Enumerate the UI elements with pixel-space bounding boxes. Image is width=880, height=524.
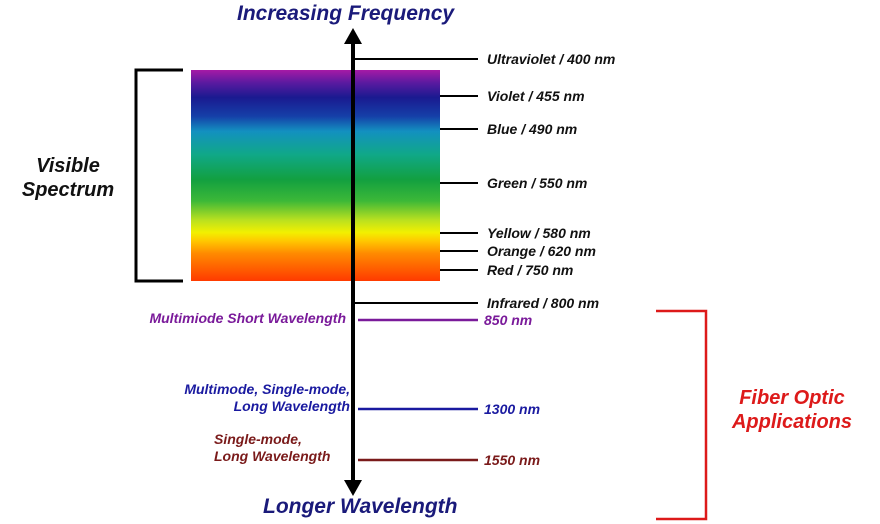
arrow-up-icon: [344, 28, 362, 44]
visible-spectrum-gradient: [191, 70, 440, 281]
desc-1300-line1: Multimode, Single-mode,: [184, 381, 350, 397]
label-violet: Violet / 455 nm: [487, 88, 585, 104]
label-yellow: Yellow / 580 nm: [487, 225, 591, 241]
value-850: 850 nm: [484, 312, 533, 328]
label-ultraviolet: Ultraviolet / 400 nm: [487, 51, 616, 67]
desc-1300: Multimode, Single-mode, Long Wavelength: [184, 381, 350, 415]
arrow-down-icon: [344, 480, 362, 496]
label-red: Red / 750 nm: [487, 262, 574, 278]
desc-1550: Single-mode, Long Wavelength: [214, 431, 330, 465]
desc-1550-line1: Single-mode,: [214, 431, 302, 447]
top-title: Increasing Frequency: [237, 2, 455, 25]
fiber-optic-line2: Applications: [731, 411, 852, 433]
fiber-optic-line1: Fiber Optic: [739, 387, 845, 409]
fiber-optic-applications-label: Fiber Optic Applications: [712, 386, 872, 434]
label-blue: Blue / 490 nm: [487, 121, 578, 137]
fiber-optic-bracket: [656, 309, 708, 521]
visible-spectrum-label: Visible Spectrum: [8, 154, 128, 202]
value-1550: 1550 nm: [484, 452, 541, 468]
visible-spectrum-bracket: [134, 68, 183, 283]
desc-850: Multimiode Short Wavelength: [149, 310, 346, 326]
value-1300: 1300 nm: [484, 401, 541, 417]
label-green: Green / 550 nm: [487, 175, 588, 191]
label-orange: Orange / 620 nm: [487, 243, 596, 259]
bottom-title: Longer Wavelength: [263, 495, 458, 518]
desc-1300-line2: Long Wavelength: [233, 398, 350, 414]
visible-spectrum-line1: Visible: [36, 155, 100, 177]
desc-1550-line2: Long Wavelength: [214, 448, 331, 464]
visible-spectrum-line2: Spectrum: [21, 179, 115, 201]
label-infrared: Infrared / 800 nm: [487, 295, 600, 311]
